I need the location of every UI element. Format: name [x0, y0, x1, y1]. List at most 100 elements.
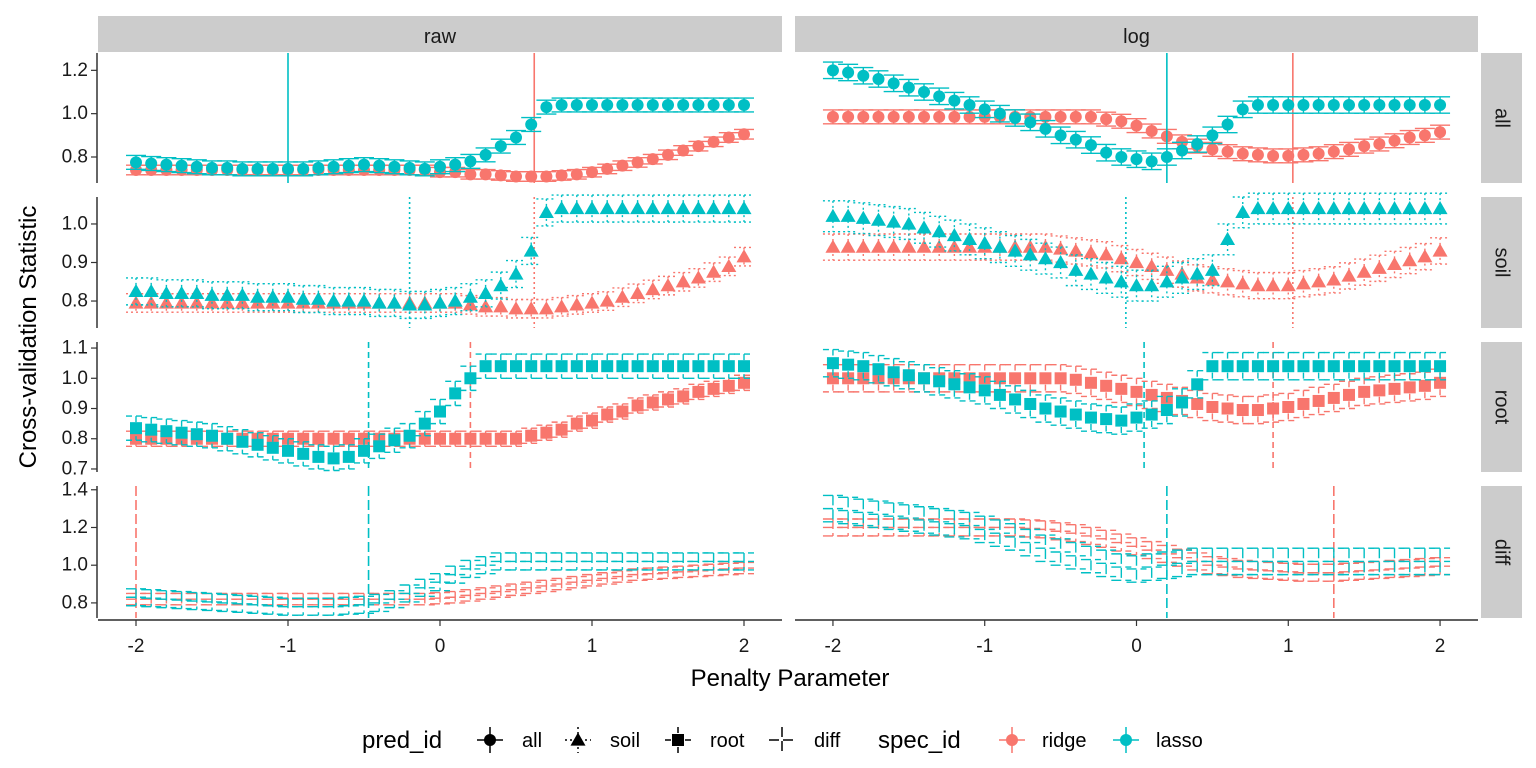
errorbar — [1354, 258, 1375, 286]
data-point — [1417, 249, 1433, 263]
data-point — [1100, 113, 1113, 126]
legend-key-root — [665, 727, 691, 753]
data-point — [887, 77, 900, 90]
data-point — [358, 444, 370, 457]
data-point — [1418, 129, 1431, 142]
data-point — [736, 201, 752, 215]
data-point — [1358, 140, 1371, 153]
data-point — [282, 162, 294, 175]
errorbar — [430, 572, 450, 592]
data-point — [1417, 201, 1433, 215]
errorbar — [642, 279, 663, 300]
x-tick-label: 1 — [587, 636, 598, 657]
data-point — [902, 110, 915, 123]
data-point — [219, 287, 235, 301]
data-point — [1054, 129, 1067, 142]
data-point — [1024, 116, 1037, 129]
data-point — [1358, 385, 1371, 398]
errorbar — [141, 277, 162, 306]
data-point — [1326, 272, 1342, 286]
data-point — [1206, 360, 1219, 373]
data-point — [1083, 266, 1099, 280]
y-tick-label: 0.8 — [62, 428, 88, 449]
data-point — [464, 432, 477, 445]
errorbar — [186, 279, 207, 308]
data-point — [1144, 258, 1160, 272]
errorbar — [1308, 267, 1329, 296]
errorbar — [658, 275, 678, 296]
x-tick-label: 2 — [739, 636, 750, 657]
data-point — [584, 295, 600, 309]
legend-key-lasso — [1113, 727, 1139, 753]
errorbar — [1430, 237, 1451, 265]
data-point — [692, 99, 705, 111]
x-tick-label: -1 — [976, 636, 993, 657]
errorbar — [445, 590, 466, 604]
data-point — [1098, 247, 1114, 261]
data-point — [510, 432, 522, 445]
data-point — [1084, 411, 1097, 424]
data-point — [738, 376, 750, 389]
data-point — [645, 201, 661, 215]
errorbar — [490, 271, 511, 300]
data-point — [855, 210, 871, 224]
data-point — [931, 239, 947, 253]
data-point — [1265, 201, 1281, 215]
data-point — [494, 360, 507, 373]
errorbar — [506, 259, 526, 289]
data-point — [826, 110, 839, 123]
data-point — [327, 160, 340, 173]
data-point — [1373, 360, 1386, 373]
data-point — [738, 99, 750, 111]
data-point — [707, 382, 720, 395]
data-point — [327, 432, 340, 445]
data-point — [870, 239, 886, 253]
data-point — [494, 140, 507, 153]
labels-layer: Penalty Parameter Cross-validation Stati… — [15, 206, 889, 692]
data-point — [738, 360, 750, 373]
data-point — [1068, 243, 1084, 257]
data-point — [978, 103, 991, 116]
data-point — [1432, 201, 1448, 215]
data-point — [918, 372, 931, 385]
errorbar — [1369, 254, 1390, 283]
data-point — [341, 293, 357, 307]
legend-label-soil: soil — [610, 730, 640, 752]
data-point — [586, 360, 598, 373]
errorbar — [944, 509, 965, 538]
data-point — [616, 405, 629, 418]
data-point — [586, 99, 598, 111]
data-point — [175, 426, 188, 439]
data-point — [312, 432, 325, 445]
data-point — [1206, 143, 1219, 156]
errorbar — [475, 556, 496, 575]
data-point — [1326, 201, 1342, 215]
errorbar — [1111, 533, 1132, 552]
errorbar — [475, 279, 496, 308]
x-axis-title: Penalty Parameter — [691, 665, 890, 692]
data-point — [1054, 110, 1067, 123]
data-point — [555, 169, 568, 182]
data-point — [1236, 360, 1249, 373]
data-point — [189, 295, 205, 309]
series-lasso-raw-all — [126, 53, 754, 183]
data-point — [1356, 264, 1372, 278]
data-point — [525, 170, 538, 183]
errorbar — [1080, 545, 1101, 574]
data-point — [614, 289, 630, 303]
data-point — [145, 157, 158, 170]
data-point — [1373, 138, 1386, 150]
errorbar — [989, 519, 1010, 548]
data-point — [130, 422, 142, 435]
legend-key-diff — [769, 727, 795, 753]
data-point — [128, 283, 144, 298]
data-point — [977, 235, 993, 249]
data-point — [1434, 126, 1447, 139]
data-point — [1204, 262, 1220, 276]
data-point — [721, 201, 737, 215]
data-point — [1083, 245, 1099, 259]
errorbar — [1141, 553, 1162, 581]
data-point — [931, 224, 947, 238]
data-point — [190, 428, 203, 441]
facet-strip-log — [795, 16, 1478, 52]
